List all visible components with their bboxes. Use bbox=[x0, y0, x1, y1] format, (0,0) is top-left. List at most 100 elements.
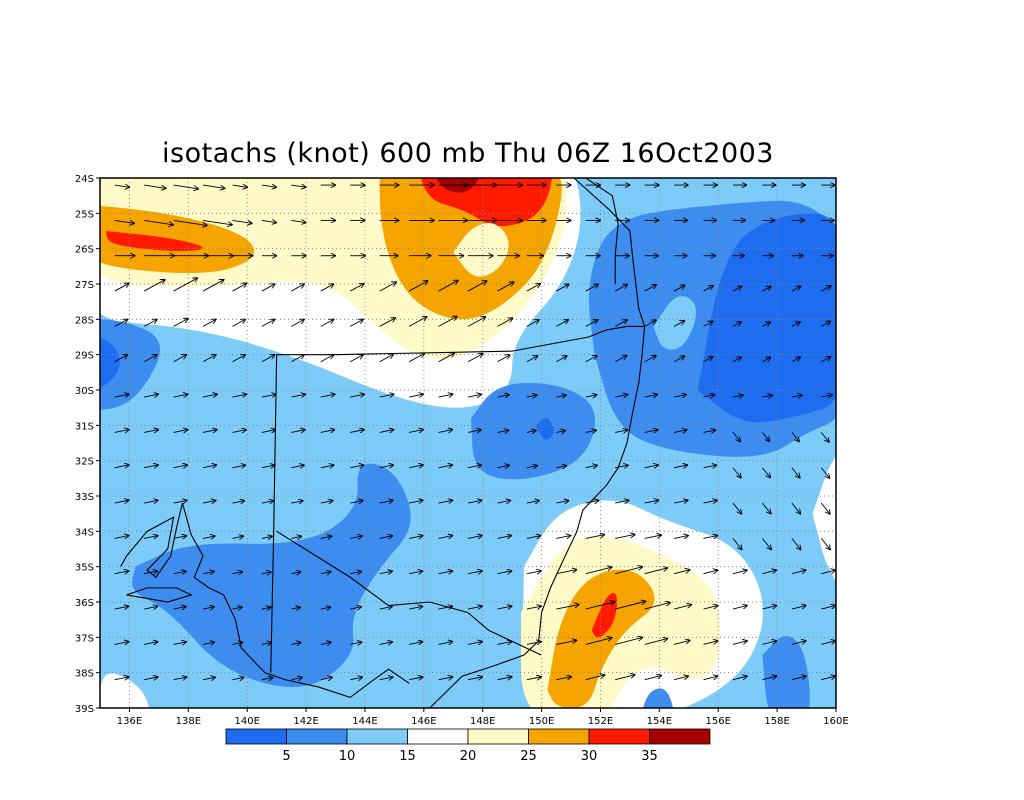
wind-vector bbox=[202, 571, 214, 573]
wind-vector bbox=[732, 676, 747, 681]
wind-vector bbox=[350, 430, 364, 433]
wind-vector bbox=[438, 281, 458, 292]
wind-vector bbox=[732, 641, 747, 645]
wind-vector bbox=[673, 356, 684, 363]
wind-vector bbox=[173, 219, 207, 225]
wind-vector bbox=[732, 322, 741, 327]
wind-vector bbox=[820, 538, 830, 549]
island-outline bbox=[585, 178, 619, 284]
wind-vector bbox=[732, 432, 740, 441]
wind-vector bbox=[173, 430, 188, 433]
wind-vector bbox=[703, 357, 713, 363]
wind-vector bbox=[644, 430, 658, 433]
wind-vector bbox=[497, 430, 508, 432]
wind-vector bbox=[408, 317, 426, 327]
wind-vector bbox=[173, 278, 198, 292]
wind-vector bbox=[144, 642, 157, 645]
wind-vector bbox=[261, 185, 276, 187]
colorbar-swatch bbox=[588, 728, 650, 745]
y-tick-label: 33S bbox=[75, 492, 94, 503]
wind-vector bbox=[644, 465, 658, 468]
wind-vector bbox=[497, 606, 511, 609]
y-tick-label: 24S bbox=[75, 174, 94, 185]
wind-vector bbox=[526, 466, 537, 468]
wind-vector bbox=[762, 432, 769, 441]
wind-vector bbox=[144, 677, 157, 680]
wind-vector bbox=[497, 318, 512, 327]
wind-vector bbox=[379, 465, 394, 468]
wind-vector bbox=[732, 286, 742, 292]
wind-vector bbox=[732, 467, 741, 478]
wind-vector bbox=[291, 284, 304, 292]
wind-vector bbox=[291, 607, 300, 609]
wind-vector bbox=[232, 536, 243, 538]
wind-vector bbox=[703, 606, 718, 610]
y-tick-label: 32S bbox=[75, 457, 94, 468]
wind-vector bbox=[791, 641, 806, 645]
y-tick-label: 36S bbox=[75, 598, 94, 609]
wind-vector bbox=[291, 572, 300, 574]
wind-vector bbox=[438, 606, 453, 609]
wind-vector bbox=[497, 465, 509, 467]
wind-vector bbox=[144, 606, 157, 609]
y-tick-label: 38S bbox=[75, 669, 94, 680]
wind-vector bbox=[467, 281, 486, 292]
wind-vector bbox=[232, 185, 247, 187]
wind-vector bbox=[732, 357, 741, 363]
wind-vector bbox=[114, 219, 134, 223]
wind-vector bbox=[438, 465, 453, 468]
wind-vector bbox=[673, 285, 685, 292]
wind-vector bbox=[821, 570, 835, 575]
wind-vector bbox=[144, 184, 165, 188]
wind-vector bbox=[820, 502, 830, 514]
wind-vector bbox=[615, 601, 645, 610]
wind-vector bbox=[497, 571, 511, 574]
wind-vector bbox=[114, 536, 129, 539]
y-tick-label: 35S bbox=[75, 563, 94, 574]
wind-vector bbox=[173, 642, 186, 645]
wind-vector bbox=[585, 500, 599, 503]
wind-vector bbox=[644, 320, 656, 327]
wind-vector bbox=[673, 465, 687, 468]
wind-vector bbox=[526, 431, 536, 433]
wind-vector bbox=[320, 572, 331, 574]
wind-vector bbox=[320, 465, 334, 468]
wind-vector bbox=[556, 501, 568, 503]
wind-vector bbox=[202, 394, 217, 397]
wind-vector bbox=[232, 283, 246, 292]
wind-vector bbox=[615, 500, 628, 503]
wind-vector bbox=[762, 676, 776, 681]
wind-vector bbox=[408, 353, 424, 363]
wind-vector bbox=[202, 355, 216, 363]
wind-vector bbox=[379, 571, 392, 573]
wind-vector bbox=[762, 467, 770, 478]
wind-vector bbox=[173, 319, 188, 327]
plot-frame bbox=[99, 177, 837, 709]
wind-vector bbox=[556, 640, 576, 645]
wind-vector bbox=[320, 501, 333, 503]
wind-vector bbox=[379, 354, 393, 363]
wind-vector bbox=[644, 639, 668, 645]
wind-vector bbox=[173, 500, 187, 503]
y-tick-label: 30S bbox=[75, 386, 94, 397]
wind-vector bbox=[732, 606, 747, 610]
wind-vector bbox=[497, 677, 511, 680]
wind-vector bbox=[585, 567, 612, 575]
wind-vector bbox=[350, 465, 363, 468]
speed-band-5-10 bbox=[100, 319, 161, 410]
wind-vector bbox=[644, 603, 670, 610]
wind-vector-layer bbox=[114, 184, 836, 681]
wind-vector bbox=[703, 465, 717, 468]
wind-vector bbox=[409, 500, 423, 503]
wind-vector bbox=[350, 677, 362, 679]
wind-vector bbox=[673, 536, 688, 539]
wind-vector bbox=[350, 355, 363, 363]
wind-vector bbox=[291, 536, 301, 538]
speed-band-0-5 bbox=[100, 337, 120, 388]
wind-vector bbox=[261, 643, 271, 645]
wind-vector bbox=[291, 220, 305, 222]
wind-vector bbox=[438, 677, 453, 680]
wind-vector bbox=[350, 536, 362, 538]
wind-vector bbox=[114, 571, 129, 574]
